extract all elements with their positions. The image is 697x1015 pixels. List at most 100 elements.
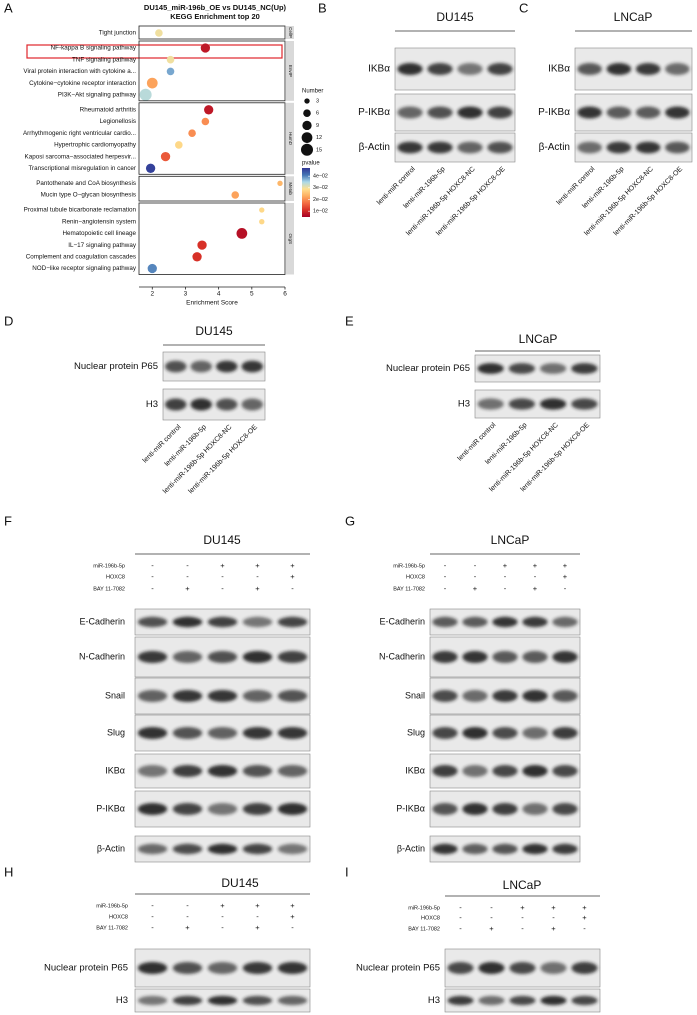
band xyxy=(277,765,308,777)
band xyxy=(172,962,203,974)
category-label: NOD−like receptor signaling pathway xyxy=(32,265,137,272)
band xyxy=(457,141,483,154)
band xyxy=(571,398,598,410)
size-legend-dot xyxy=(301,132,313,143)
category-label: PI3K−Akt signaling pathway xyxy=(58,91,137,98)
band xyxy=(172,727,203,739)
row-label: IKBα xyxy=(548,64,570,75)
blot-title: DU145 xyxy=(195,324,233,338)
condition-mark: - xyxy=(444,561,447,570)
band xyxy=(277,651,308,663)
dot xyxy=(201,117,210,126)
size-legend-label: 6 xyxy=(316,111,319,117)
condition-mark: + xyxy=(551,924,556,933)
condition-mark: - xyxy=(534,572,537,581)
condition-mark: - xyxy=(186,561,189,570)
row-label: Snail xyxy=(105,690,125,700)
band xyxy=(540,995,567,1006)
blot-title: DU145 xyxy=(221,876,259,890)
condition-mark: - xyxy=(221,584,224,593)
band xyxy=(577,63,602,75)
category-label: Pantothenate and CoA biosynthesis xyxy=(36,180,136,187)
band xyxy=(606,63,632,75)
condition-mark: - xyxy=(459,903,462,912)
chart-title: DU145_miR-196b_OE vs DU145_NC(Up) xyxy=(144,3,287,12)
group-box xyxy=(138,202,286,275)
band xyxy=(447,962,474,974)
band xyxy=(165,360,187,373)
band xyxy=(509,995,536,1006)
band xyxy=(462,651,488,663)
row-label: β-Actin xyxy=(397,843,425,853)
panel-letter: B xyxy=(318,0,327,15)
row-label: Slug xyxy=(407,727,425,737)
band xyxy=(432,651,458,663)
band xyxy=(172,803,203,815)
row-label: E-Cadherin xyxy=(379,616,425,626)
colorbar xyxy=(302,168,310,217)
band xyxy=(242,727,273,739)
dot xyxy=(155,29,163,37)
band xyxy=(478,962,505,974)
condition-mark: - xyxy=(186,912,189,921)
dot xyxy=(175,141,183,149)
condition-label: BAY 11-7082 xyxy=(408,926,440,932)
x-axis-label: Enrichment Score xyxy=(186,300,238,307)
band xyxy=(462,803,488,815)
condition-mark: - xyxy=(504,584,507,593)
dot xyxy=(197,240,207,250)
condition-mark: + xyxy=(520,903,525,912)
row-label: β-Actin xyxy=(97,843,125,853)
row-label: β-Actin xyxy=(359,142,390,153)
band xyxy=(172,616,203,628)
band xyxy=(462,843,488,855)
condition-label: miR-196b-5p xyxy=(96,903,128,909)
band xyxy=(487,141,513,154)
dot xyxy=(200,43,211,53)
band xyxy=(540,363,567,374)
condition-mark: - xyxy=(504,572,507,581)
band xyxy=(432,727,458,739)
band xyxy=(172,651,203,663)
blot-title: LNCaP xyxy=(519,332,558,346)
band xyxy=(137,690,168,702)
band xyxy=(432,803,458,815)
band xyxy=(242,765,273,777)
band xyxy=(492,651,518,663)
row-label: P-IKBα xyxy=(96,803,125,813)
band xyxy=(477,398,504,410)
band xyxy=(277,616,308,628)
band xyxy=(492,690,518,702)
band xyxy=(492,803,518,815)
band xyxy=(552,803,578,815)
row-label: P-IKBα xyxy=(358,107,390,118)
band xyxy=(216,360,238,373)
condition-label: miR-196b-5p xyxy=(93,563,125,569)
condition-mark: - xyxy=(151,584,154,593)
band xyxy=(492,616,518,628)
colorbar-label: 3e−02 xyxy=(313,185,328,191)
condition-mark: - xyxy=(474,561,477,570)
colorbar-label: 4e−02 xyxy=(313,174,328,180)
group-box xyxy=(138,40,286,102)
dot xyxy=(259,207,265,213)
band xyxy=(540,962,567,974)
band xyxy=(509,962,536,974)
condition-mark: + xyxy=(255,923,260,932)
dot xyxy=(188,129,196,137)
band xyxy=(190,398,212,411)
band xyxy=(207,962,238,974)
band xyxy=(432,616,458,628)
x-tick-label: 6 xyxy=(283,291,287,298)
band xyxy=(606,141,632,154)
band xyxy=(277,962,308,974)
band xyxy=(432,690,458,702)
row-label: P-IKBα xyxy=(396,803,425,813)
band xyxy=(552,727,578,739)
band xyxy=(552,765,578,777)
condition-label: HOXC8 xyxy=(109,914,128,920)
dot xyxy=(277,180,283,186)
condition-mark: + xyxy=(255,584,260,593)
condition-mark: + xyxy=(290,572,295,581)
